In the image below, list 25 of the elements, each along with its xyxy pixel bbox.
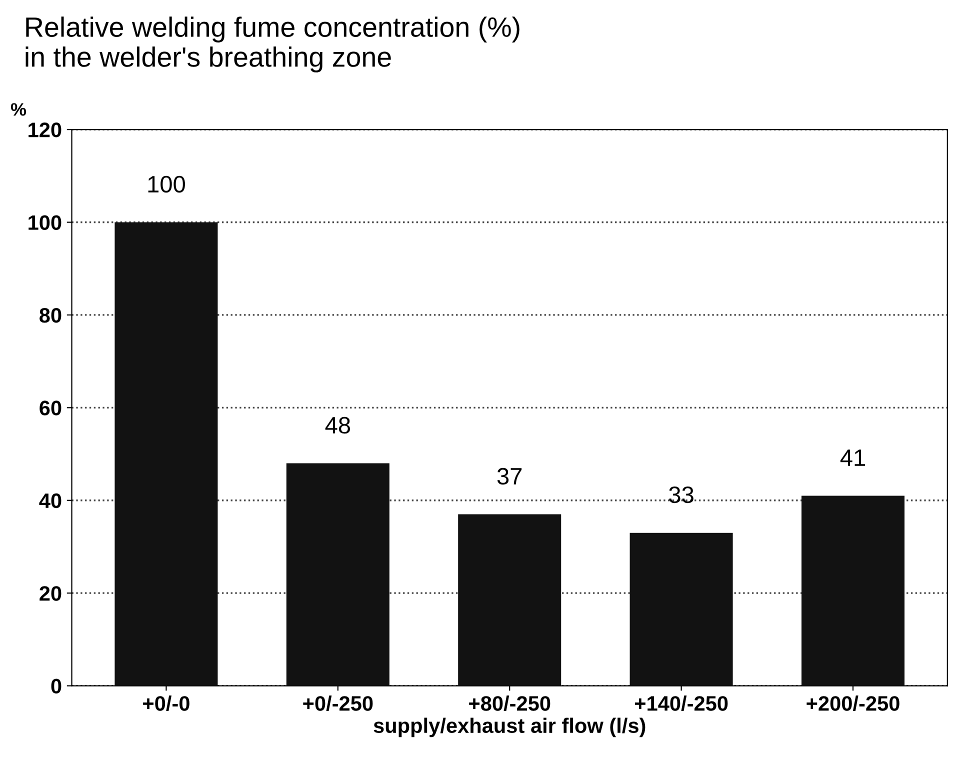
data-label: 33 xyxy=(669,486,694,504)
bar xyxy=(286,463,390,686)
y-tick-label: 80 xyxy=(40,308,62,323)
y-tick-label: 60 xyxy=(40,400,62,416)
bar xyxy=(630,532,733,686)
y-tick-label: 100 xyxy=(28,215,62,230)
y-tick-label: 120 xyxy=(28,122,62,138)
y-tick-label: 0 xyxy=(51,678,62,694)
data-label: 37 xyxy=(497,468,522,485)
chart-title: Relative welding fume concentration (%) in the welder's breathing zone xyxy=(26,16,520,72)
data-label: 41 xyxy=(840,450,865,466)
x-tick-label: +0/-0 xyxy=(143,696,190,712)
y-tick-label: 40 xyxy=(39,493,62,508)
bar xyxy=(114,222,218,686)
x-tick-label: +140/-250 xyxy=(634,696,728,712)
x-axis-title: supply/exhaust air flow (l/s) xyxy=(374,718,646,738)
data-label: 100 xyxy=(148,176,185,193)
data-label: 48 xyxy=(325,416,350,434)
y-tick-label: 20 xyxy=(40,586,62,601)
bar xyxy=(458,514,562,686)
bar xyxy=(801,496,905,686)
x-tick-label: +0/-250 xyxy=(303,696,373,712)
y-axis-title: % xyxy=(10,103,26,116)
x-tick-label: +200/-250 xyxy=(806,696,900,712)
x-tick-label: +80/-250 xyxy=(469,696,550,712)
